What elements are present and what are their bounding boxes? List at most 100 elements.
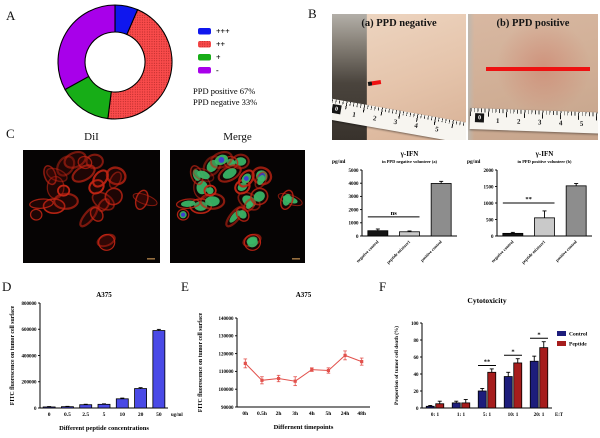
panel-b-label: B [308, 6, 317, 21]
svg-text:400000: 400000 [22, 354, 38, 359]
svg-text:0: 0 [356, 235, 359, 240]
svg-text:48h: 48h [357, 411, 366, 417]
svg-text:peptide mixture1: peptide mixture1 [521, 239, 547, 265]
svg-text:E:T: E:T [555, 413, 564, 418]
svg-text:+: + [216, 53, 221, 62]
a375-timepoint-chart: 90000 100000 110000 120000 130000 140000 A375 F… [198, 291, 370, 431]
svg-text:5h: 5h [326, 411, 332, 417]
svg-text:0.5: 0.5 [64, 412, 71, 418]
svg-text:γ-IFN: γ-IFN [400, 150, 419, 158]
svg-text:pg/ml: pg/ml [332, 159, 346, 165]
svg-text:20: 20 [138, 412, 144, 418]
svg-text:A375: A375 [96, 291, 112, 299]
svg-text:4000: 4000 [349, 182, 360, 187]
svg-text:130000: 130000 [219, 335, 235, 340]
svg-text:**: ** [525, 196, 532, 203]
svg-text:Differnent timepoints: Differnent timepoints [274, 424, 334, 431]
svg-text:+++: +++ [216, 27, 230, 36]
svg-text:24h: 24h [341, 411, 350, 417]
svg-text:600000: 600000 [22, 328, 38, 333]
svg-text:*: * [511, 348, 514, 355]
svg-text:Peptide: Peptide [569, 342, 587, 348]
svg-text:0: 1: 0: 1 [431, 412, 440, 418]
panel-d-label: D [2, 279, 12, 294]
svg-text:50: 50 [156, 412, 162, 418]
svg-text:peptide mixture1: peptide mixture1 [386, 239, 412, 265]
photo-a-label: (a) PPD negative [361, 18, 437, 29]
svg-text:ug/ml: ug/ml [171, 413, 183, 418]
svg-text:PPD negative 33%: PPD negative 33% [193, 97, 257, 107]
ppd-positive-mark [486, 67, 590, 71]
svg-text:1000: 1000 [349, 222, 360, 227]
svg-text:0: 0 [416, 407, 419, 412]
dii-microscopy-image [23, 150, 160, 263]
svg-text:100000: 100000 [219, 388, 235, 393]
svg-text:Different peptide concentratio: Different peptide concentrations [59, 425, 149, 432]
svg-text:10: 1: 10: 1 [508, 412, 519, 418]
svg-text:100: 100 [411, 322, 419, 327]
svg-text:FITC fluorescence on tumor cel: FITC fluorescence on tumor cell surface [198, 312, 204, 412]
svg-text:γ-IFN: γ-IFN [535, 150, 554, 158]
svg-text:FITC fluorescence on tumor cel: FITC fluorescence on tumor cell surface [10, 305, 16, 405]
svg-text:in PPD positive volunteer (b): in PPD positive volunteer (b) [517, 159, 572, 164]
svg-text:0: 0 [48, 412, 51, 418]
panel-c-label: C [6, 126, 15, 141]
svg-text:20: 20 [414, 390, 420, 395]
a375-concentration-chart: 0 200000 400000 600000 800000 A375 FITC fluore… [10, 291, 183, 432]
svg-text:500: 500 [486, 218, 494, 223]
svg-text:++: ++ [216, 40, 226, 49]
merge-microscopy-image [170, 150, 305, 263]
svg-text:1000: 1000 [484, 202, 495, 207]
svg-text:120000: 120000 [219, 352, 235, 357]
svg-text:5: 5 [103, 412, 106, 418]
svg-text:negative control: negative control [490, 239, 515, 264]
svg-text:20: 1: 20: 1 [534, 412, 545, 418]
svg-text:2.5: 2.5 [82, 412, 89, 418]
svg-text:60: 60 [414, 356, 420, 361]
svg-text:*: * [537, 331, 540, 338]
merge-image-title: Merge [223, 131, 252, 143]
svg-text:3h: 3h [292, 411, 298, 417]
svg-text:Proportion of tumor cell death: Proportion of tumor cell death (%) [393, 326, 400, 405]
svg-text:110000: 110000 [219, 370, 234, 375]
panel-a-label: A [6, 8, 16, 23]
svg-text:3000: 3000 [349, 195, 360, 200]
svg-text:5: 1: 5: 1 [483, 412, 492, 418]
svg-text:-: - [216, 66, 219, 75]
svg-text:2000: 2000 [349, 208, 360, 213]
svg-text:10: 10 [120, 412, 126, 418]
svg-text:Cytotoxicity: Cytotoxicity [467, 296, 506, 305]
svg-text:negative control: negative control [355, 239, 380, 264]
svg-text:200000: 200000 [22, 381, 38, 386]
svg-text:2000: 2000 [484, 169, 495, 174]
svg-text:PPD positive 67%: PPD positive 67% [193, 86, 255, 96]
svg-text:ns: ns [391, 210, 398, 217]
cytotoxicity-chart: 0 20 40 60 80 100 Cytotoxicity Proportion of tu… [393, 296, 588, 418]
svg-text:0h: 0h [242, 411, 248, 417]
photo-b-label: (b) PPD positive [496, 18, 570, 29]
svg-text:**: ** [484, 359, 491, 366]
dii-image-title: DiI [84, 131, 99, 143]
svg-text:5000: 5000 [349, 169, 360, 174]
svg-text:1500: 1500 [484, 185, 495, 190]
svg-text:positive control: positive control [419, 239, 443, 263]
panel-e-label: E [181, 279, 189, 294]
ppd-donut-chart: ++++++-PPD positive 67%PPD negative 33% [57, 4, 257, 120]
svg-text:in PPD negative volunteer (a): in PPD negative volunteer (a) [382, 159, 438, 164]
svg-text:140000: 140000 [219, 317, 235, 322]
panel-f-label: F [379, 279, 387, 294]
svg-text:800000: 800000 [22, 302, 38, 307]
ppd-negative-mark [367, 80, 382, 86]
svg-text:0: 0 [34, 407, 37, 412]
svg-text:2h: 2h [276, 411, 282, 417]
svg-text:80: 80 [414, 339, 420, 344]
svg-text:0.5h: 0.5h [257, 411, 267, 417]
svg-text:1: 1: 1: 1 [457, 412, 466, 418]
svg-text:0: 0 [491, 235, 494, 240]
